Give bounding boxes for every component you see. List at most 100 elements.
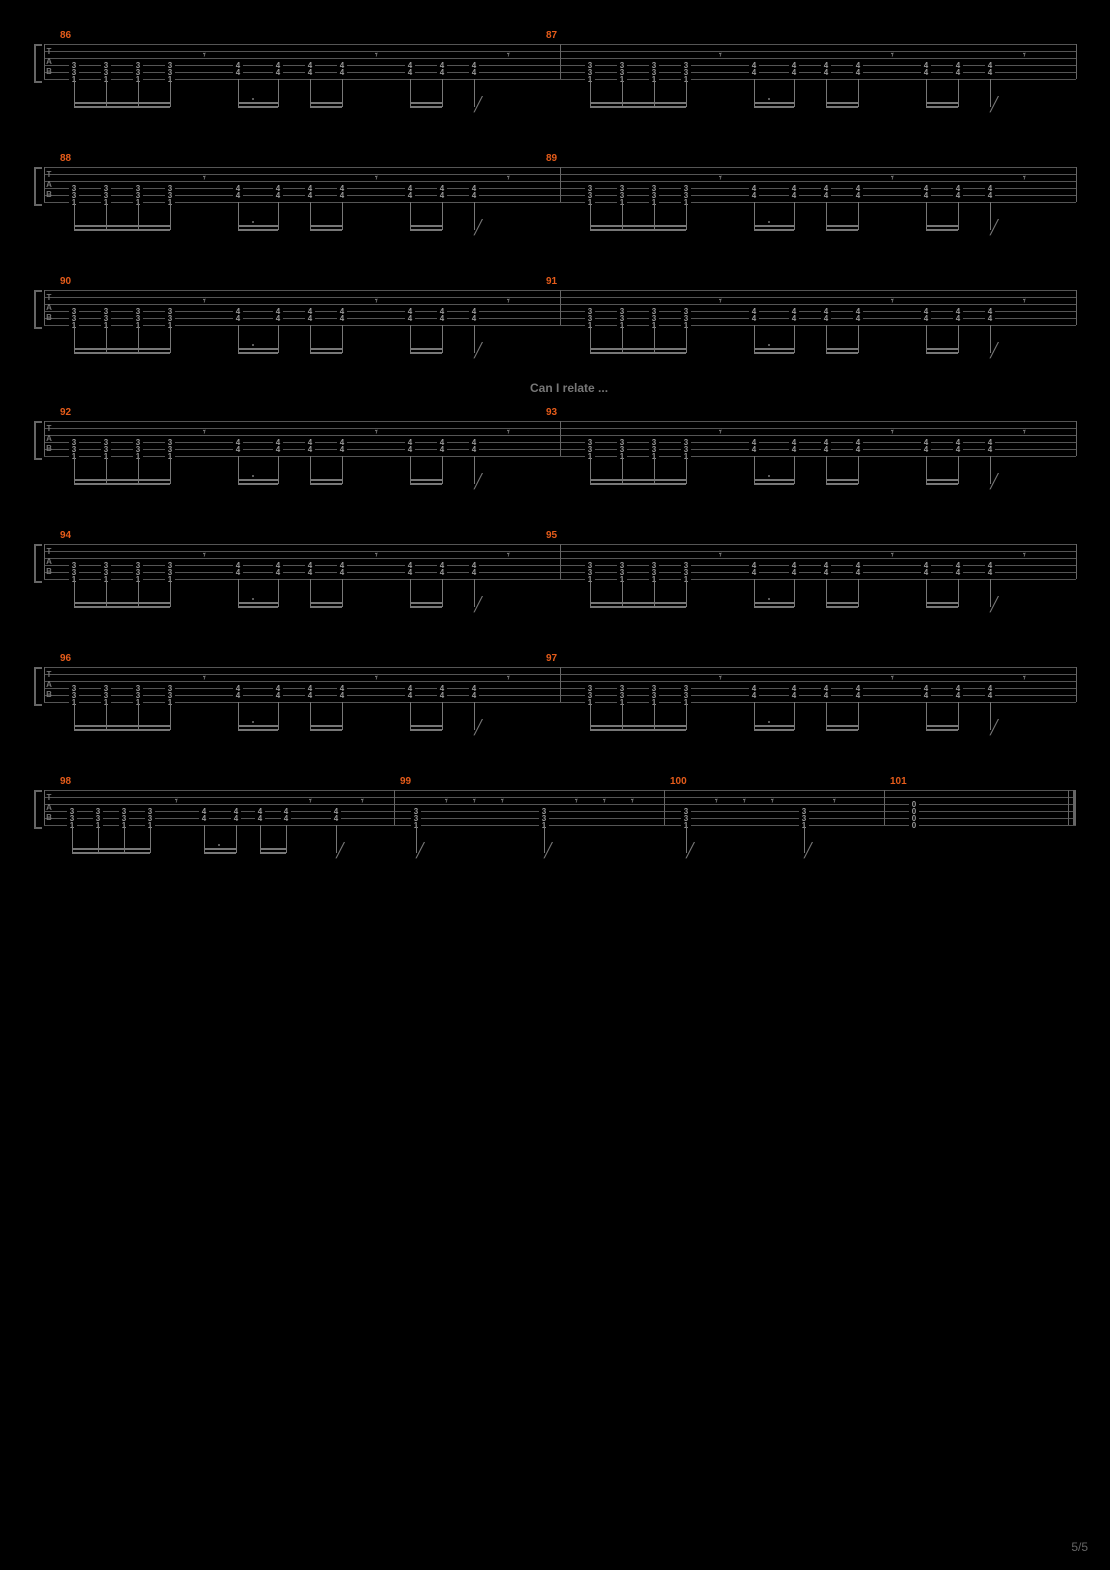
- note-stem: [170, 202, 171, 230]
- fret-number: 4: [337, 315, 347, 322]
- beam: [754, 225, 794, 227]
- note-stem: [342, 202, 343, 230]
- beam: [590, 729, 686, 731]
- rest: 𝄾: [1023, 50, 1026, 61]
- fret-number: 4: [405, 192, 415, 199]
- note-stem: [686, 202, 687, 230]
- note-stem: [278, 79, 279, 107]
- note-stem: [686, 325, 687, 353]
- fret-number: 4: [337, 692, 347, 699]
- fret-number: 4: [749, 315, 759, 322]
- fret-number: 4: [821, 692, 831, 699]
- note-stem: [858, 325, 859, 353]
- note-stem: [794, 79, 795, 107]
- beam: [754, 602, 794, 604]
- rest: 𝄾: [891, 173, 894, 184]
- note-stem: [858, 579, 859, 607]
- beam: [410, 479, 442, 481]
- fret-number: 4: [821, 69, 831, 76]
- system-bracket: [34, 667, 42, 706]
- beam: [238, 606, 278, 608]
- beam: [74, 483, 170, 485]
- note-stem: [958, 325, 959, 353]
- beam: [590, 225, 686, 227]
- beam: [926, 352, 958, 354]
- note-stem: [686, 79, 687, 107]
- note-stem: [170, 456, 171, 484]
- rest: 𝄾: [375, 173, 378, 184]
- fret-number: 4: [789, 69, 799, 76]
- rest: 𝄾: [203, 173, 206, 184]
- fret-number: 4: [273, 446, 283, 453]
- note-stem: [686, 456, 687, 484]
- note-stem: [858, 456, 859, 484]
- measure-number: 91: [546, 276, 557, 287]
- fret-number: 4: [437, 69, 447, 76]
- tab-staff: TAB331331331331𝄾44444444𝄾444444╱𝄾3313313…: [44, 667, 1076, 702]
- beam: [74, 479, 170, 481]
- beam: [410, 102, 442, 104]
- beam: [238, 352, 278, 354]
- fret-number: 4: [985, 446, 995, 453]
- fret-number: 4: [305, 192, 315, 199]
- note-flag: ╱: [804, 845, 812, 855]
- tab-staff: TAB331331331331𝄾44444444𝄾444444╱𝄾3313313…: [44, 44, 1076, 79]
- beam: [754, 729, 794, 731]
- note-flag: ╱: [336, 845, 344, 855]
- beam: [74, 225, 170, 227]
- rest: 𝄾: [501, 796, 504, 807]
- beam: [204, 848, 236, 850]
- fret-number: 4: [305, 315, 315, 322]
- fret-number: 4: [469, 692, 479, 699]
- fret-number: 4: [273, 569, 283, 576]
- fret-number: 4: [985, 192, 995, 199]
- barline: [1076, 544, 1077, 579]
- fret-number: 4: [231, 815, 241, 822]
- fret-number: 4: [749, 192, 759, 199]
- beam: [410, 348, 442, 350]
- tab-staff: TAB331331331331𝄾44444444𝄾444444╱𝄾3313313…: [44, 167, 1076, 202]
- rest: 𝄾: [507, 427, 510, 438]
- beam: [590, 229, 686, 231]
- rest: 𝄾: [891, 50, 894, 61]
- dot: [252, 721, 254, 723]
- fret-number: 4: [437, 446, 447, 453]
- barline: [1076, 421, 1077, 456]
- fret-number: 4: [469, 192, 479, 199]
- rest: 𝄾: [507, 550, 510, 561]
- beam: [238, 483, 278, 485]
- beam: [310, 479, 342, 481]
- rest: 𝄾: [891, 673, 894, 684]
- note-stem: [170, 79, 171, 107]
- rest: 𝄾: [719, 50, 722, 61]
- beam: [926, 106, 958, 108]
- beam: [74, 352, 170, 354]
- measure-number: 100: [670, 776, 687, 787]
- rest: 𝄾: [203, 296, 206, 307]
- note-stem: [278, 456, 279, 484]
- beam: [826, 725, 858, 727]
- rest: 𝄾: [203, 50, 206, 61]
- fret-number: 4: [331, 815, 341, 822]
- fret-number: 4: [437, 569, 447, 576]
- beam: [754, 606, 794, 608]
- barline: [664, 790, 665, 825]
- beam: [238, 479, 278, 481]
- fret-number: 4: [233, 446, 243, 453]
- tab-staff: TAB331331331331𝄾44444444𝄾444444╱𝄾3313313…: [44, 421, 1076, 456]
- system-bracket: [34, 290, 42, 329]
- note-stem: [278, 702, 279, 730]
- beam: [754, 352, 794, 354]
- note-stem: [442, 579, 443, 607]
- fret-number: 4: [921, 192, 931, 199]
- fret-number: 4: [921, 69, 931, 76]
- beam: [754, 483, 794, 485]
- beam: [310, 606, 342, 608]
- barline: [44, 290, 45, 325]
- beam: [238, 348, 278, 350]
- rest: 𝄾: [1023, 173, 1026, 184]
- fret-number: 4: [985, 692, 995, 699]
- beam: [926, 725, 958, 727]
- rest: 𝄾: [375, 50, 378, 61]
- tab-staff: TAB331331331331𝄾44444444𝄾44╱𝄾331╱𝄾𝄾𝄾331╱…: [44, 790, 1076, 825]
